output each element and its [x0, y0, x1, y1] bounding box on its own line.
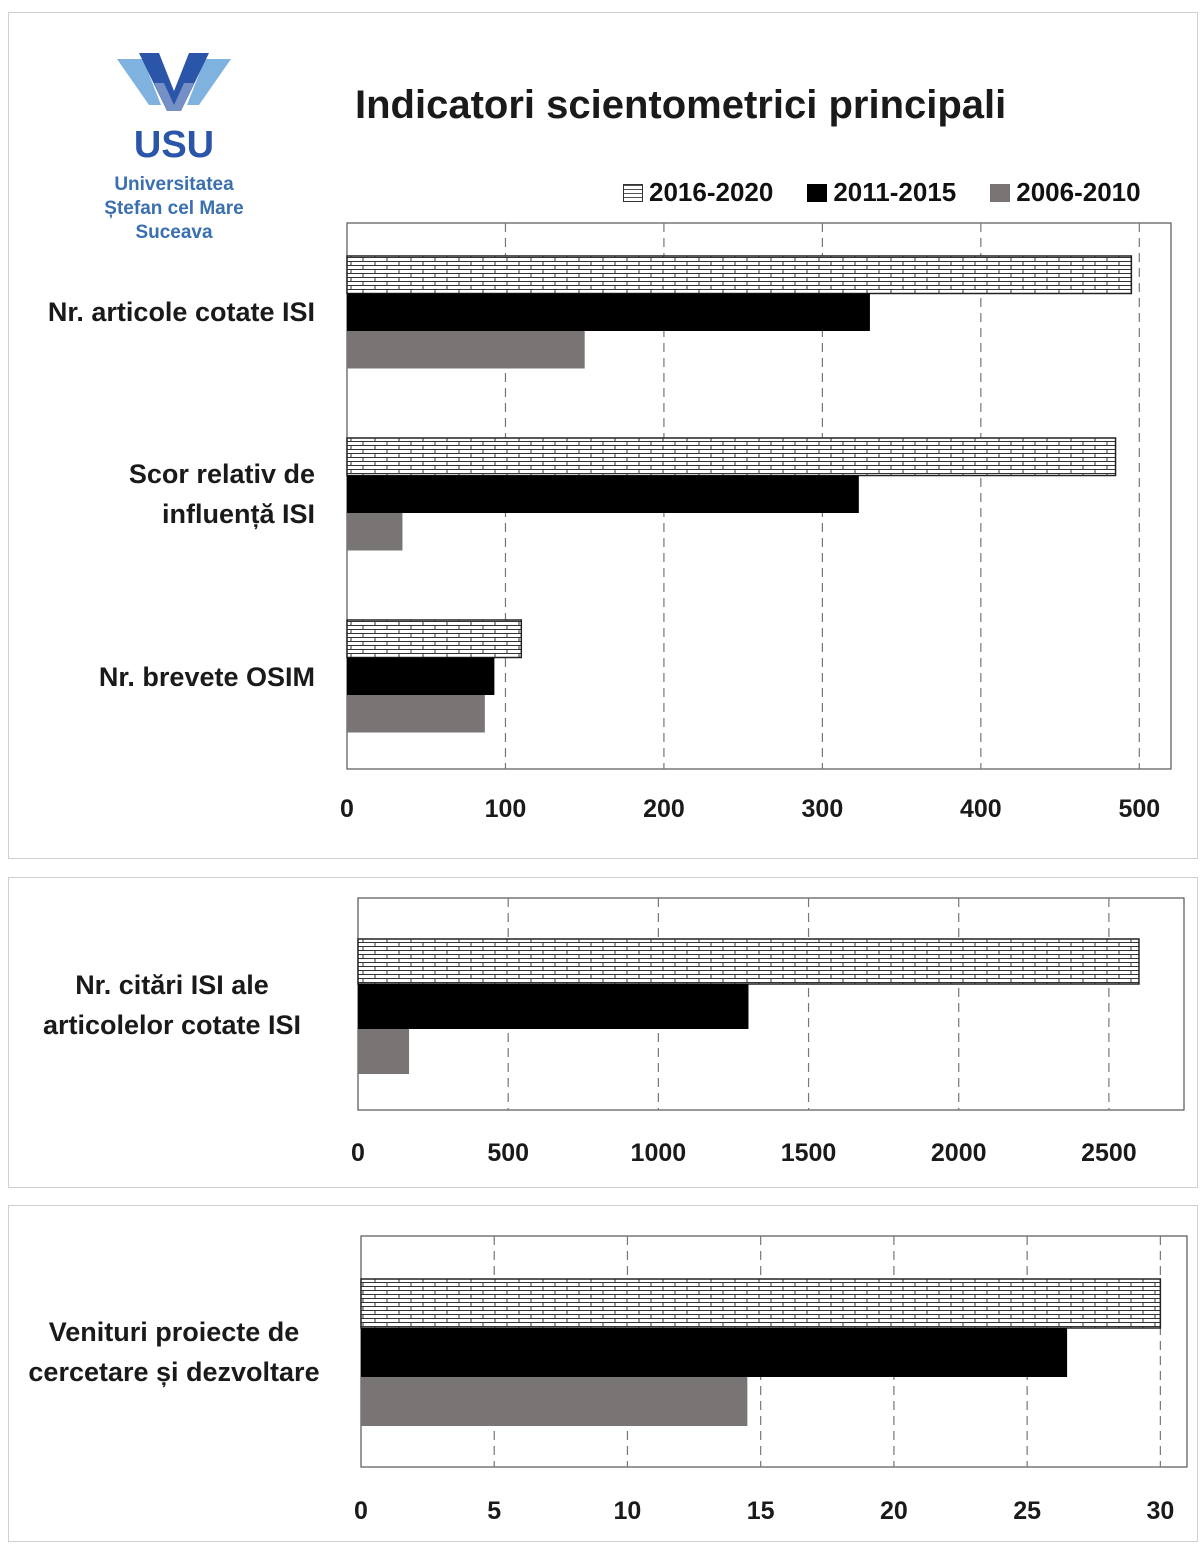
- x-tick-label: 2500: [1081, 1139, 1137, 1167]
- bar-brick-2016-2020: [360, 1278, 1162, 1329]
- legend-item-2006-2010: 2006-2010: [990, 177, 1141, 208]
- category-label-line: Nr. articole cotate ISI: [47, 297, 315, 327]
- university-logo: USU: [109, 53, 239, 163]
- bar-gray-2006-2010: [358, 1029, 410, 1074]
- legend-swatch-gray: [990, 183, 1011, 202]
- legend-label: 2011-2015: [833, 177, 957, 207]
- x-tick-label: 500: [487, 1139, 529, 1167]
- bar-gray-2006-2010: [347, 513, 403, 551]
- x-tick-label: 300: [802, 795, 844, 823]
- bar-brick-2016-2020: [346, 437, 1117, 477]
- category-label-citari: Nr. citări ISI ale articolelor cotate IS…: [19, 965, 325, 1045]
- x-tick-label: 25: [1013, 1497, 1041, 1525]
- chart-panel-citari: Nr. citări ISI ale articolelor cotate IS…: [8, 877, 1198, 1188]
- bar-black-2011-2015: [361, 1328, 1068, 1377]
- usu-logo-icon: USU: [117, 53, 231, 163]
- bar-black-2011-2015: [347, 475, 859, 513]
- bar-gray-2006-2010: [347, 695, 485, 733]
- svg-text:USU: USU: [134, 124, 214, 163]
- x-tick-label: 0: [340, 795, 354, 823]
- university-line: Suceava: [135, 222, 213, 243]
- bar-gray-2006-2010: [361, 1377, 748, 1426]
- university-name: Universitatea Ștefan cel Mare Suceava: [69, 173, 279, 245]
- legend-swatch-black: [807, 183, 828, 202]
- chart-panel-venituri: Venituri proiecte de cercetare și dezvol…: [8, 1205, 1198, 1542]
- bar-brick-2016-2020: [357, 938, 1140, 985]
- x-tick-label: 30: [1146, 1497, 1174, 1525]
- category-label-line: Venituri proiecte de: [48, 1317, 300, 1347]
- x-tick-label: 1500: [781, 1139, 837, 1167]
- category-label-line: cercetare și dezvoltare: [28, 1357, 320, 1387]
- category-label-scor: Scor relativ de influență ISI: [19, 454, 315, 534]
- bar-black-2011-2015: [347, 657, 495, 695]
- bar-chart-venituri: 0 5 10 15 20 25 30: [354, 1235, 1188, 1525]
- bar-gray-2006-2010: [347, 331, 585, 369]
- x-tick-label: 100: [485, 795, 527, 823]
- legend-item-2016-2020: 2016-2020: [623, 177, 773, 208]
- bar-black-2011-2015: [358, 984, 749, 1029]
- category-label-line: Nr. citări ISI ale: [75, 970, 269, 1000]
- x-tick-label: 2000: [931, 1139, 987, 1167]
- category-label-line: influență ISI: [161, 499, 315, 529]
- category-label-venituri: Venituri proiecte de cercetare și dezvol…: [11, 1312, 337, 1392]
- x-tick-label: 0: [354, 1497, 368, 1525]
- category-label-articole: Nr. articole cotate ISI: [19, 292, 315, 332]
- bar-brick-2016-2020: [346, 255, 1133, 295]
- legend-label: 2006-2010: [1016, 177, 1141, 207]
- bar-brick-2016-2020: [346, 619, 523, 659]
- x-tick-label: 500: [1118, 795, 1160, 823]
- x-tick-label: 15: [747, 1497, 775, 1525]
- category-label-line: Scor relativ de: [128, 459, 315, 489]
- category-label-brevete: Nr. brevete OSIM: [19, 657, 315, 697]
- university-line: Universitatea: [114, 174, 234, 195]
- bar-chart-main: 0 100 200 300 400 500: [340, 222, 1172, 823]
- bar-black-2011-2015: [347, 293, 870, 331]
- legend-label: 2016-2020: [649, 177, 774, 207]
- chart-legend: 2016-2020 2011-2015 2006-2010: [623, 177, 1141, 208]
- x-tick-label: 200: [643, 795, 685, 823]
- university-line: Ștefan cel Mare: [104, 198, 244, 219]
- chart-panel-main: USU Universitatea Ștefan cel Mare Suceav…: [8, 12, 1198, 859]
- x-tick-label: 5: [487, 1497, 501, 1525]
- x-tick-label: 10: [614, 1497, 642, 1525]
- bar-chart-citari: 0 500 1000 1500 2000 2500: [351, 897, 1185, 1167]
- legend-item-2011-2015: 2011-2015: [807, 177, 956, 208]
- legend-swatch-brick: [623, 183, 643, 202]
- x-tick-label: 1000: [631, 1139, 687, 1167]
- x-tick-label: 20: [880, 1497, 908, 1525]
- category-label-line: articolelor cotate ISI: [42, 1010, 302, 1040]
- category-label-line: Nr. brevete OSIM: [98, 662, 315, 692]
- chart-title: Indicatori scientometrici principali: [355, 83, 1007, 127]
- x-tick-label: 400: [960, 795, 1002, 823]
- x-tick-label: 0: [351, 1139, 365, 1167]
